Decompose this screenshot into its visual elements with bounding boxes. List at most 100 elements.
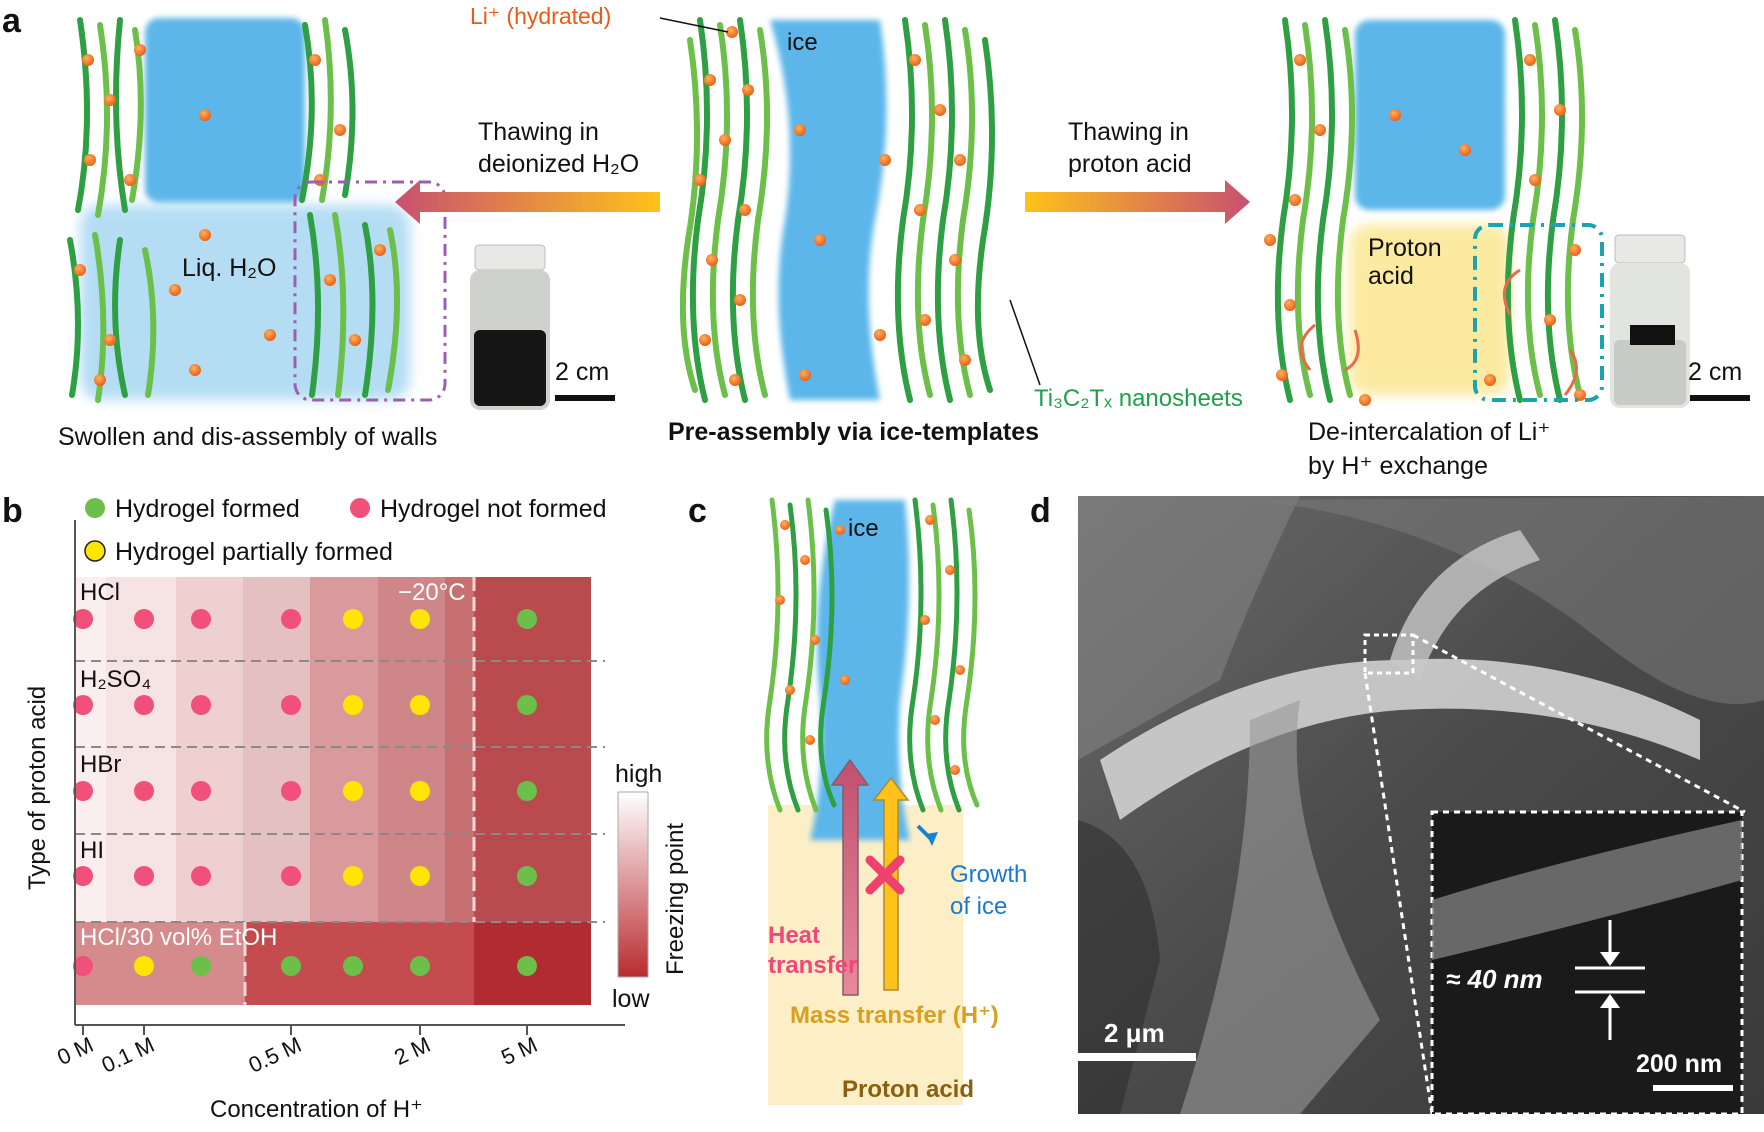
x-ticks: 0 M 0.1 M 0.5 M 2 M 5 M bbox=[53, 1025, 541, 1078]
thickness-arrowhead-top bbox=[1600, 952, 1620, 966]
legend-formed-marker bbox=[85, 498, 105, 518]
caption-left: Swollen and dis-assembly of walls bbox=[58, 423, 437, 451]
nanosheet-label: Ti₃C₂Tₓ nanosheets bbox=[1034, 385, 1243, 412]
vial-photo-left: 2 cm bbox=[470, 244, 615, 410]
zoom-line bbox=[1363, 672, 1434, 1115]
caption-right-line2: by H⁺ exchange bbox=[1308, 452, 1488, 480]
grid-marker bbox=[343, 781, 363, 801]
colorbar-high: high bbox=[615, 760, 662, 788]
growth-arrow-head bbox=[926, 832, 938, 846]
grid-marker bbox=[281, 609, 301, 629]
grid-marker bbox=[191, 609, 211, 629]
grid-marker bbox=[517, 781, 537, 801]
scale-bar-inset bbox=[1653, 1085, 1733, 1091]
panel-c-letter: c bbox=[688, 492, 707, 530]
caption-right-line1: De-intercalation of Li⁺ bbox=[1308, 418, 1550, 446]
nanosheet-strands-left bbox=[67, 17, 401, 403]
scale-label-main: 2 μm bbox=[1104, 1018, 1165, 1048]
legend-partial-marker bbox=[84, 540, 106, 562]
exchange-arrow bbox=[1299, 323, 1316, 371]
row-labels: HCl H₂SO₄ HBr HI HCl/30 vol% EtOH bbox=[80, 579, 277, 951]
heat-transfer-arrow bbox=[830, 758, 870, 996]
row-label: HBr bbox=[80, 751, 121, 778]
dashed-box-right bbox=[1473, 223, 1604, 402]
grid-marker bbox=[343, 866, 363, 886]
thickness-arrowhead-bottom bbox=[1600, 994, 1620, 1008]
grid-marker bbox=[134, 781, 154, 801]
growth-label-2: of ice bbox=[950, 893, 1007, 920]
legend-formed-label: Hydrogel formed bbox=[115, 495, 300, 523]
scale-bar-right bbox=[1690, 395, 1750, 401]
scale-label-left: 2 cm bbox=[555, 358, 609, 386]
x-tick-label: 2 M bbox=[390, 1032, 434, 1070]
ice-block-right bbox=[1355, 20, 1505, 210]
li-ions-right bbox=[1264, 54, 1586, 406]
liquid-water-region bbox=[80, 205, 410, 400]
panel-d-letter: d bbox=[1030, 492, 1051, 530]
thaw-water-arrow bbox=[395, 180, 660, 224]
scale-label-right: 2 cm bbox=[1688, 358, 1742, 386]
grid-marker bbox=[410, 781, 430, 801]
legend-not-formed-marker bbox=[350, 498, 370, 518]
row-label: H₂SO₄ bbox=[80, 666, 151, 693]
exchange-arrow bbox=[1344, 329, 1360, 372]
grid-marker bbox=[281, 956, 301, 976]
scale-bar-left bbox=[555, 395, 615, 401]
ice-column-c bbox=[810, 500, 910, 840]
grid-marker bbox=[343, 609, 363, 629]
heat-label-1: Heat bbox=[768, 922, 820, 949]
heat-label-2: transfer bbox=[768, 952, 857, 979]
growth-label-1: Growth bbox=[950, 861, 1027, 888]
mass-label: Mass transfer (H⁺) bbox=[790, 1002, 999, 1029]
x-tick-label: 0.5 M bbox=[245, 1032, 305, 1078]
scale-label-inset: 200 nm bbox=[1636, 1050, 1722, 1078]
li-ions-center bbox=[694, 26, 971, 386]
zoom-box bbox=[1363, 633, 1415, 675]
panel-d: d 2 μm ≈ 40 nm 200 nm bbox=[1030, 492, 1764, 1116]
left-arrow-line2: deionized H₂O bbox=[478, 150, 639, 178]
li-hydrated-label: Li⁺ (hydrated) bbox=[470, 3, 611, 29]
panel-c: c ice bbox=[688, 492, 1027, 1105]
li-leader-line bbox=[659, 17, 729, 33]
panel-a-letter: a bbox=[2, 2, 22, 40]
scale-bar-main bbox=[1078, 1053, 1196, 1061]
grid-marker bbox=[517, 956, 537, 976]
grid-marker bbox=[191, 781, 211, 801]
ice-label-center: ice bbox=[787, 29, 818, 56]
row-label: HI bbox=[80, 837, 104, 864]
grid-marker bbox=[517, 695, 537, 715]
x-tick-label: 0 M bbox=[53, 1032, 97, 1070]
li-ions-left bbox=[74, 44, 386, 386]
colorbar-low: low bbox=[612, 985, 650, 1013]
caption-center: Pre-assembly via ice-templates bbox=[668, 418, 1039, 446]
grid-markers bbox=[73, 609, 537, 976]
grid-marker bbox=[281, 866, 301, 886]
center-illustration: ice bbox=[659, 17, 1041, 403]
grid-marker bbox=[134, 609, 154, 629]
ice-block-left bbox=[145, 18, 305, 203]
nanosheet-leader-line bbox=[1009, 299, 1041, 386]
liq-water-label: Liq. H₂O bbox=[182, 254, 276, 282]
ice-label-c: ice bbox=[848, 515, 879, 542]
grid-marker bbox=[517, 866, 537, 886]
grid-marker bbox=[73, 695, 93, 715]
grid-marker bbox=[73, 781, 93, 801]
grid-marker bbox=[343, 956, 363, 976]
x-tick-label: 0.1 M bbox=[98, 1032, 158, 1078]
left-arrow-line1: Thawing in bbox=[478, 118, 599, 146]
grid-marker bbox=[410, 866, 430, 886]
vial-photo-right: 2 cm bbox=[1610, 234, 1750, 408]
ice-column-center bbox=[770, 20, 887, 400]
li-ions-c bbox=[775, 515, 965, 775]
grid-marker bbox=[134, 695, 154, 715]
y-axis-label: Type of proton acid bbox=[24, 686, 51, 890]
right-illustration: Proton acid bbox=[1264, 17, 1604, 406]
proton-acid-label-2: acid bbox=[1368, 262, 1414, 290]
panel-b: b Hydrogel formed Hydrogel not formed Hy… bbox=[2, 492, 689, 1123]
grid-marker bbox=[517, 609, 537, 629]
grid-marker bbox=[73, 609, 93, 629]
proton-acid-region bbox=[1350, 225, 1510, 395]
zoom-line bbox=[1412, 633, 1746, 814]
thickness-label: ≈ 40 nm bbox=[1446, 964, 1543, 994]
temperature-label: −20°C bbox=[398, 579, 466, 606]
